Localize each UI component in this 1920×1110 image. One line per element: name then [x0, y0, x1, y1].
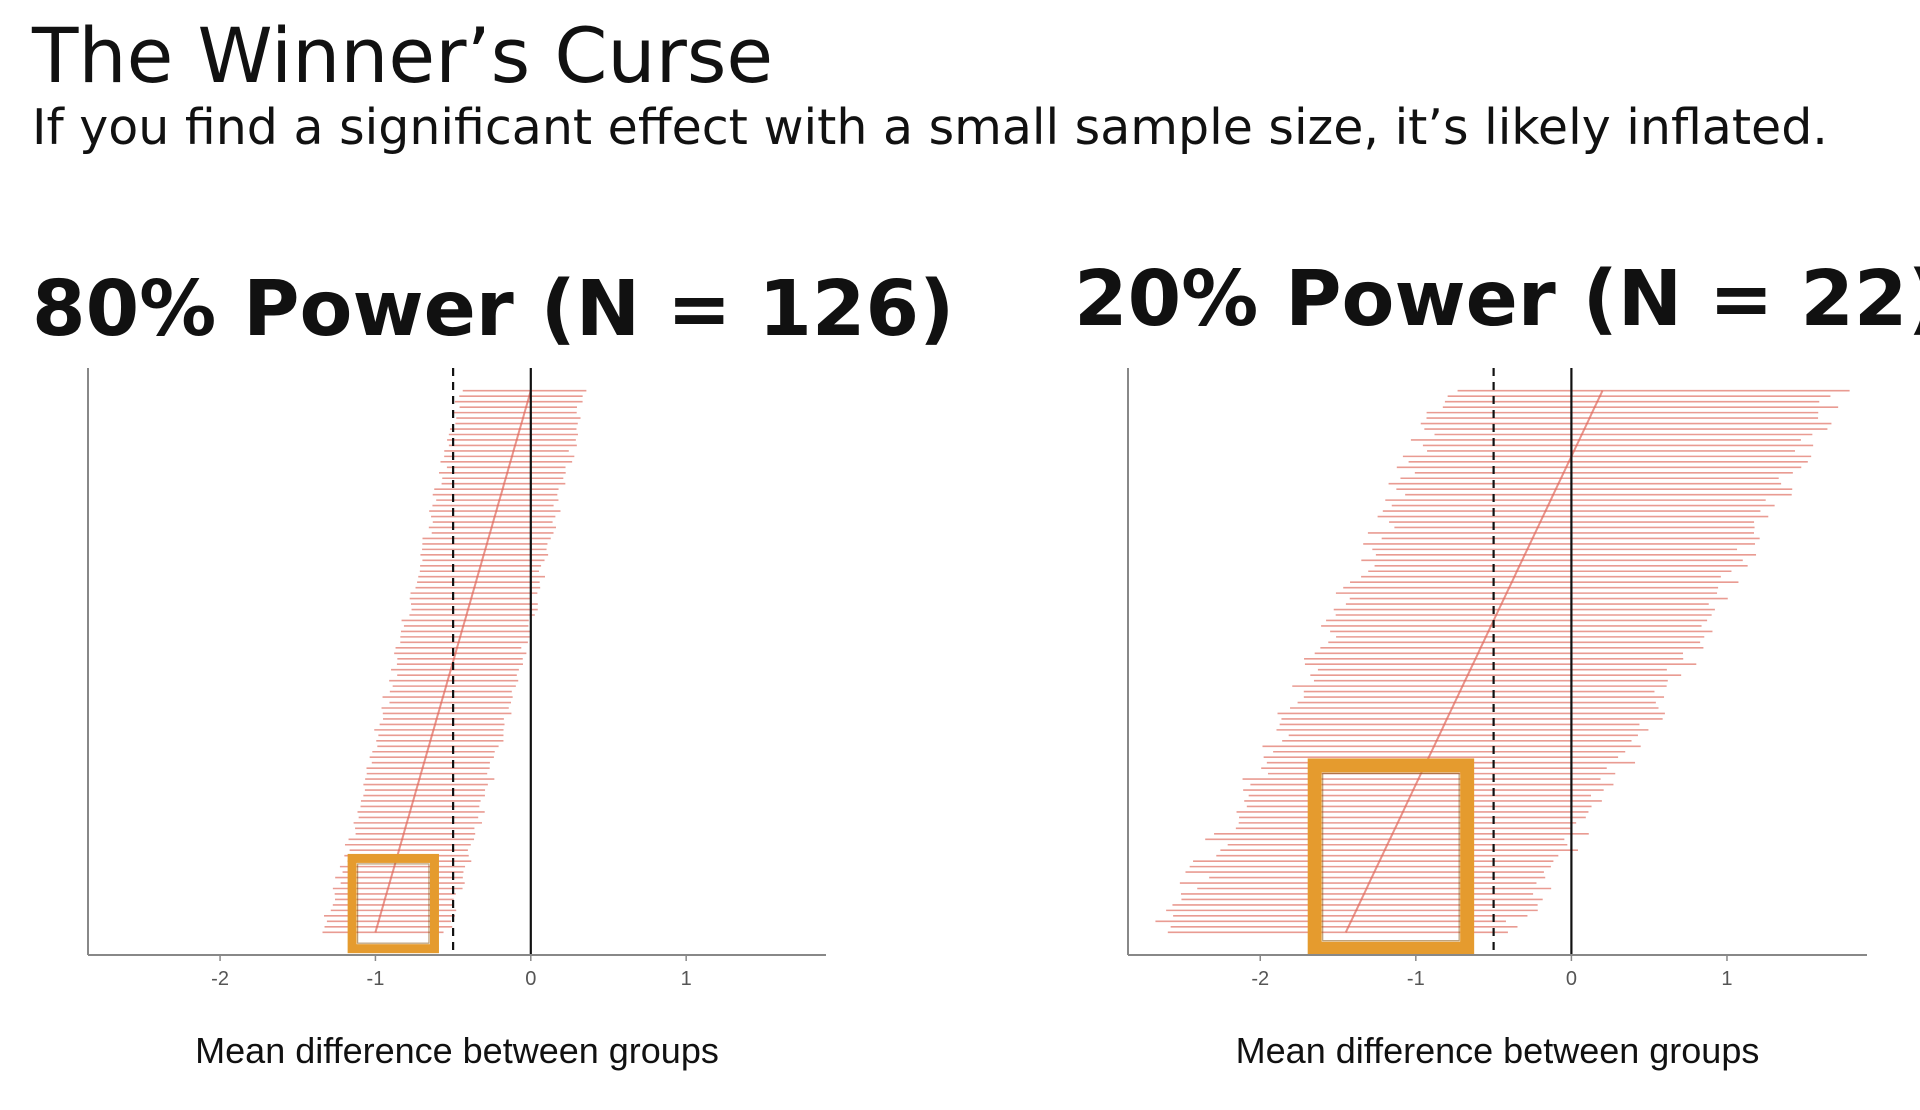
highlight-box-inner	[357, 863, 430, 944]
estimate-trend	[1344, 390, 1604, 933]
x-tick-label: 1	[1721, 968, 1732, 990]
x-axis-title: Mean difference between groups	[195, 1030, 719, 1071]
highlight-box	[347, 853, 439, 954]
forest-plot-right: -2 -1 0 1 Mean difference between groups	[1127, 368, 1867, 1071]
x-tick-label: -2	[211, 968, 229, 990]
x-tick-label: -1	[367, 968, 385, 990]
x-tick-label: 0	[1566, 968, 1577, 990]
x-tick-label: 1	[681, 968, 692, 990]
x-tick-label: 0	[525, 968, 536, 990]
forest-plot-left: -2 -1 0 1 Mean difference between groups	[87, 368, 826, 1071]
estimate-trend	[374, 390, 532, 933]
chart-title-left: 80% Power (N = 126)	[32, 265, 955, 354]
highlight-box	[1307, 758, 1475, 956]
highlight-box-inner	[1322, 772, 1460, 942]
slide-subtitle: If you find a significant effect with a …	[32, 99, 1828, 156]
chart-title-right: 20% Power (N = 22)	[1074, 255, 1920, 344]
x-axis-title: Mean difference between groups	[1236, 1030, 1760, 1071]
x-tick-label: -2	[1251, 968, 1269, 990]
slide-title: The Winner’s Curse	[32, 11, 774, 100]
x-tick-label: -1	[1407, 968, 1425, 990]
